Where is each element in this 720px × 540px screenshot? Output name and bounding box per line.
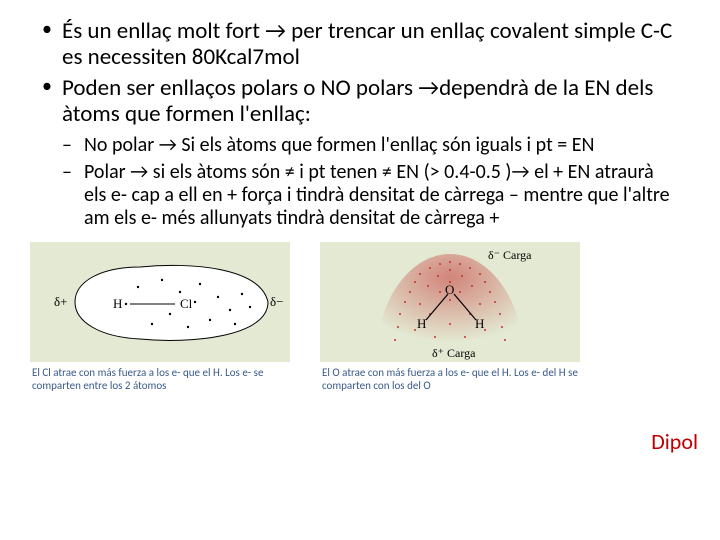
h2o-caption: El O atrae con más fuerza a los e- que e… (320, 366, 580, 392)
h2o-bottom-label: δ⁺ Carga (432, 346, 475, 361)
hcl-h-label: H (113, 296, 122, 312)
figure-hcl-image: δ+ H Cl δ− (30, 242, 290, 362)
figure-h2o-image: δ⁻ Carga O H H δ⁺ Carga (320, 242, 580, 362)
dipol-label: Dipol (651, 428, 698, 455)
hcl-delta-plus: δ+ (54, 294, 67, 310)
bullet-2: Poden ser enllaços polars o NO polars →d… (40, 75, 680, 128)
h2o-o-label: O (445, 282, 454, 298)
sub-bullets: No polar → Si els àtoms que formen l'enl… (40, 134, 680, 230)
hcl-svg (30, 242, 290, 362)
figure-hcl: δ+ H Cl δ− El Cl atrae con más fuerza a … (30, 242, 290, 392)
slide-content: És un enllaç molt fort → per trencar un … (0, 0, 720, 230)
sub-bullet-2: Polar → si els àtoms són ≠ i pt tenen ≠ … (40, 161, 680, 230)
h2o-h-right: H (475, 316, 484, 332)
main-bullets: És un enllaç molt fort → per trencar un … (40, 18, 680, 128)
bullet-1: És un enllaç molt fort → per trencar un … (40, 18, 680, 71)
figure-h2o: δ⁻ Carga O H H δ⁺ Carga El O atrae con m… (320, 242, 580, 392)
figure-row: δ+ H Cl δ− El Cl atrae con más fuerza a … (0, 234, 720, 392)
hcl-caption: El Cl atrae con más fuerza a los e- que … (30, 366, 290, 392)
h2o-h-left: H (417, 316, 426, 332)
hcl-delta-minus: δ− (270, 294, 283, 310)
sub-bullet-1: No polar → Si els àtoms que formen l'enl… (40, 134, 680, 157)
h2o-top-label: δ⁻ Carga (488, 248, 531, 263)
hcl-cl-label: Cl (180, 296, 192, 312)
h2o-svg (320, 242, 580, 362)
